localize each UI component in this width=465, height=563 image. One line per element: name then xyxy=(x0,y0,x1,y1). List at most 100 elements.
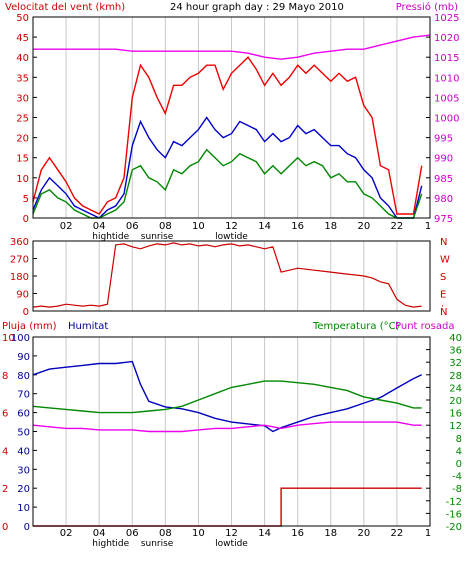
bot-rain-tick-label-10: 10 xyxy=(2,333,15,344)
dir-left-tick-label-90: 90 xyxy=(16,290,29,301)
dir-series-direction xyxy=(32,242,422,308)
bot-tide-lowtide: lowtide xyxy=(215,539,248,549)
dir-left-tick-label-360: 360 xyxy=(10,237,29,248)
wind-series-pressure xyxy=(33,34,431,60)
wind-frame xyxy=(32,16,431,219)
wind-tide-lowtide: lowtide xyxy=(215,232,248,242)
wind-hour-label-12: 12 xyxy=(225,221,238,232)
wind-left-tick-label-40: 40 xyxy=(16,53,29,64)
wind-right-tick-label-995: 995 xyxy=(434,134,453,145)
rain-title: Pluja (mm) xyxy=(2,321,57,332)
bot-temp-tick-label-24: 24 xyxy=(449,383,462,394)
bot-rain-tick-label-2: 2 xyxy=(2,484,8,495)
dir-compass-E-1: E xyxy=(440,290,446,301)
bot-temp-tick-label-32: 32 xyxy=(449,358,462,369)
bot-temp-tick-label-12: 12 xyxy=(449,421,462,432)
bot-rain-tick-label-6: 6 xyxy=(2,409,8,420)
bot-temp-tick-label--16: -16 xyxy=(446,509,462,520)
bot-hum-tick-label-0: 0 xyxy=(24,522,30,533)
dir-compass-W-3: W xyxy=(440,255,450,266)
wind-hour-label-02: 02 xyxy=(60,221,73,232)
bot-temp-tick-label--8: -8 xyxy=(452,484,462,495)
bot-hour-label-12: 12 xyxy=(225,528,238,539)
dir-left-tick-label-270: 270 xyxy=(10,255,29,266)
dir-frame xyxy=(32,240,431,312)
bot-hour-label-22: 22 xyxy=(391,528,404,539)
wind-left-tick-label-45: 45 xyxy=(16,33,29,44)
bot-temp-tick-label-28: 28 xyxy=(449,371,462,382)
wind-left-tick-label-10: 10 xyxy=(16,174,29,185)
wind-hour-label-18: 18 xyxy=(324,221,337,232)
bot-hum-tick-label-30: 30 xyxy=(17,465,30,476)
dir-compass-N-4: N xyxy=(440,237,447,248)
wind-hour-label-10: 10 xyxy=(192,221,205,232)
series-layer xyxy=(32,34,431,527)
bot-hum-tick-label-60: 60 xyxy=(17,409,30,420)
wind-right-tick-label-1005: 1005 xyxy=(434,93,459,104)
humidity-title: Humitat xyxy=(68,321,108,332)
bot-hum-tick-label-100: 100 xyxy=(11,333,30,344)
bot-hum-tick-label-40: 40 xyxy=(17,446,30,457)
bot-temp-tick-label-4: 4 xyxy=(456,446,462,457)
wind-right-tick-label-1010: 1010 xyxy=(434,73,459,84)
bot-frame xyxy=(32,336,431,527)
wind-left-tick-label-35: 35 xyxy=(16,73,29,84)
bot-temp-tick-label--20: -20 xyxy=(446,522,462,533)
wind-right-tick-label-1025: 1025 xyxy=(434,13,459,24)
bot-temp-tick-label-0: 0 xyxy=(456,459,462,470)
bot-tide-sunrise: sunrise xyxy=(141,539,174,549)
bot-hour-label-14: 14 xyxy=(258,528,271,539)
wind-left-tick-label-15: 15 xyxy=(16,154,29,165)
bot-temp-tick-label-36: 36 xyxy=(449,346,462,357)
wind-left-tick-label-50: 50 xyxy=(16,13,29,24)
wind-right-tick-label-1000: 1000 xyxy=(434,114,459,125)
pressure-title: Pressió (mb) xyxy=(396,1,458,13)
bot-temp-tick-label-8: 8 xyxy=(456,434,462,445)
wind-right-tick-label-1015: 1015 xyxy=(434,53,459,64)
dir-left-tick-label-180: 180 xyxy=(10,272,29,283)
wind-left-tick-label-0: 0 xyxy=(23,214,29,225)
wind-hour-label-06: 06 xyxy=(126,221,139,232)
bot-hour-label-08: 08 xyxy=(159,528,172,539)
bot-rain-tick-label-0: 0 xyxy=(2,522,8,533)
bot-hour-label-20: 20 xyxy=(357,528,370,539)
bot-hum-tick-label-70: 70 xyxy=(17,390,30,401)
bot-temp-tick-label--4: -4 xyxy=(452,472,462,483)
bot-series-temperature xyxy=(32,380,422,414)
bot-hour-label-04: 04 xyxy=(93,528,106,539)
bot-temp-tick-label-20: 20 xyxy=(449,396,462,407)
wind-hour-label-14: 14 xyxy=(258,221,271,232)
bot-rain-tick-label-4: 4 xyxy=(2,446,8,457)
wind-right-tick-label-985: 985 xyxy=(434,174,453,185)
wind-tide-hightide: hightide xyxy=(92,232,129,242)
bot-hum-tick-label-90: 90 xyxy=(17,352,30,363)
wind-right-tick-label-990: 990 xyxy=(434,154,453,165)
bot-hum-tick-label-10: 10 xyxy=(17,503,30,514)
bot-hum-tick-label-50: 50 xyxy=(17,428,30,439)
wind-left-tick-label-20: 20 xyxy=(16,134,29,145)
wind-hour-label-20: 20 xyxy=(357,221,370,232)
bot-hour-label-18: 18 xyxy=(324,528,337,539)
bot-temp-tick-label-16: 16 xyxy=(449,409,462,420)
wind-right-tick-label-975: 975 xyxy=(434,214,453,225)
wind-right-tick-label-980: 980 xyxy=(434,194,453,205)
wind-series-gust xyxy=(32,56,423,215)
wind-hour-label-22: 22 xyxy=(391,221,404,232)
bot-hour-end-marker: 1 xyxy=(425,528,431,539)
wind-hour-label-08: 08 xyxy=(159,221,172,232)
bot-hour-label-06: 06 xyxy=(126,528,139,539)
wind-hour-label-16: 16 xyxy=(291,221,304,232)
dir-left-tick-label-0: 0 xyxy=(23,307,29,318)
bot-hour-label-10: 10 xyxy=(192,528,205,539)
bot-rain-tick-label-8: 8 xyxy=(2,371,8,382)
dir-compass-N-0: N xyxy=(440,307,447,318)
wind-left-tick-label-25: 25 xyxy=(16,114,29,125)
dir-compass-dot: . xyxy=(441,298,444,309)
dir-compass-S-2: S xyxy=(440,272,446,283)
bot-temp-tick-label--12: -12 xyxy=(446,497,462,508)
bot-tide-hightide: hightide xyxy=(92,539,129,549)
